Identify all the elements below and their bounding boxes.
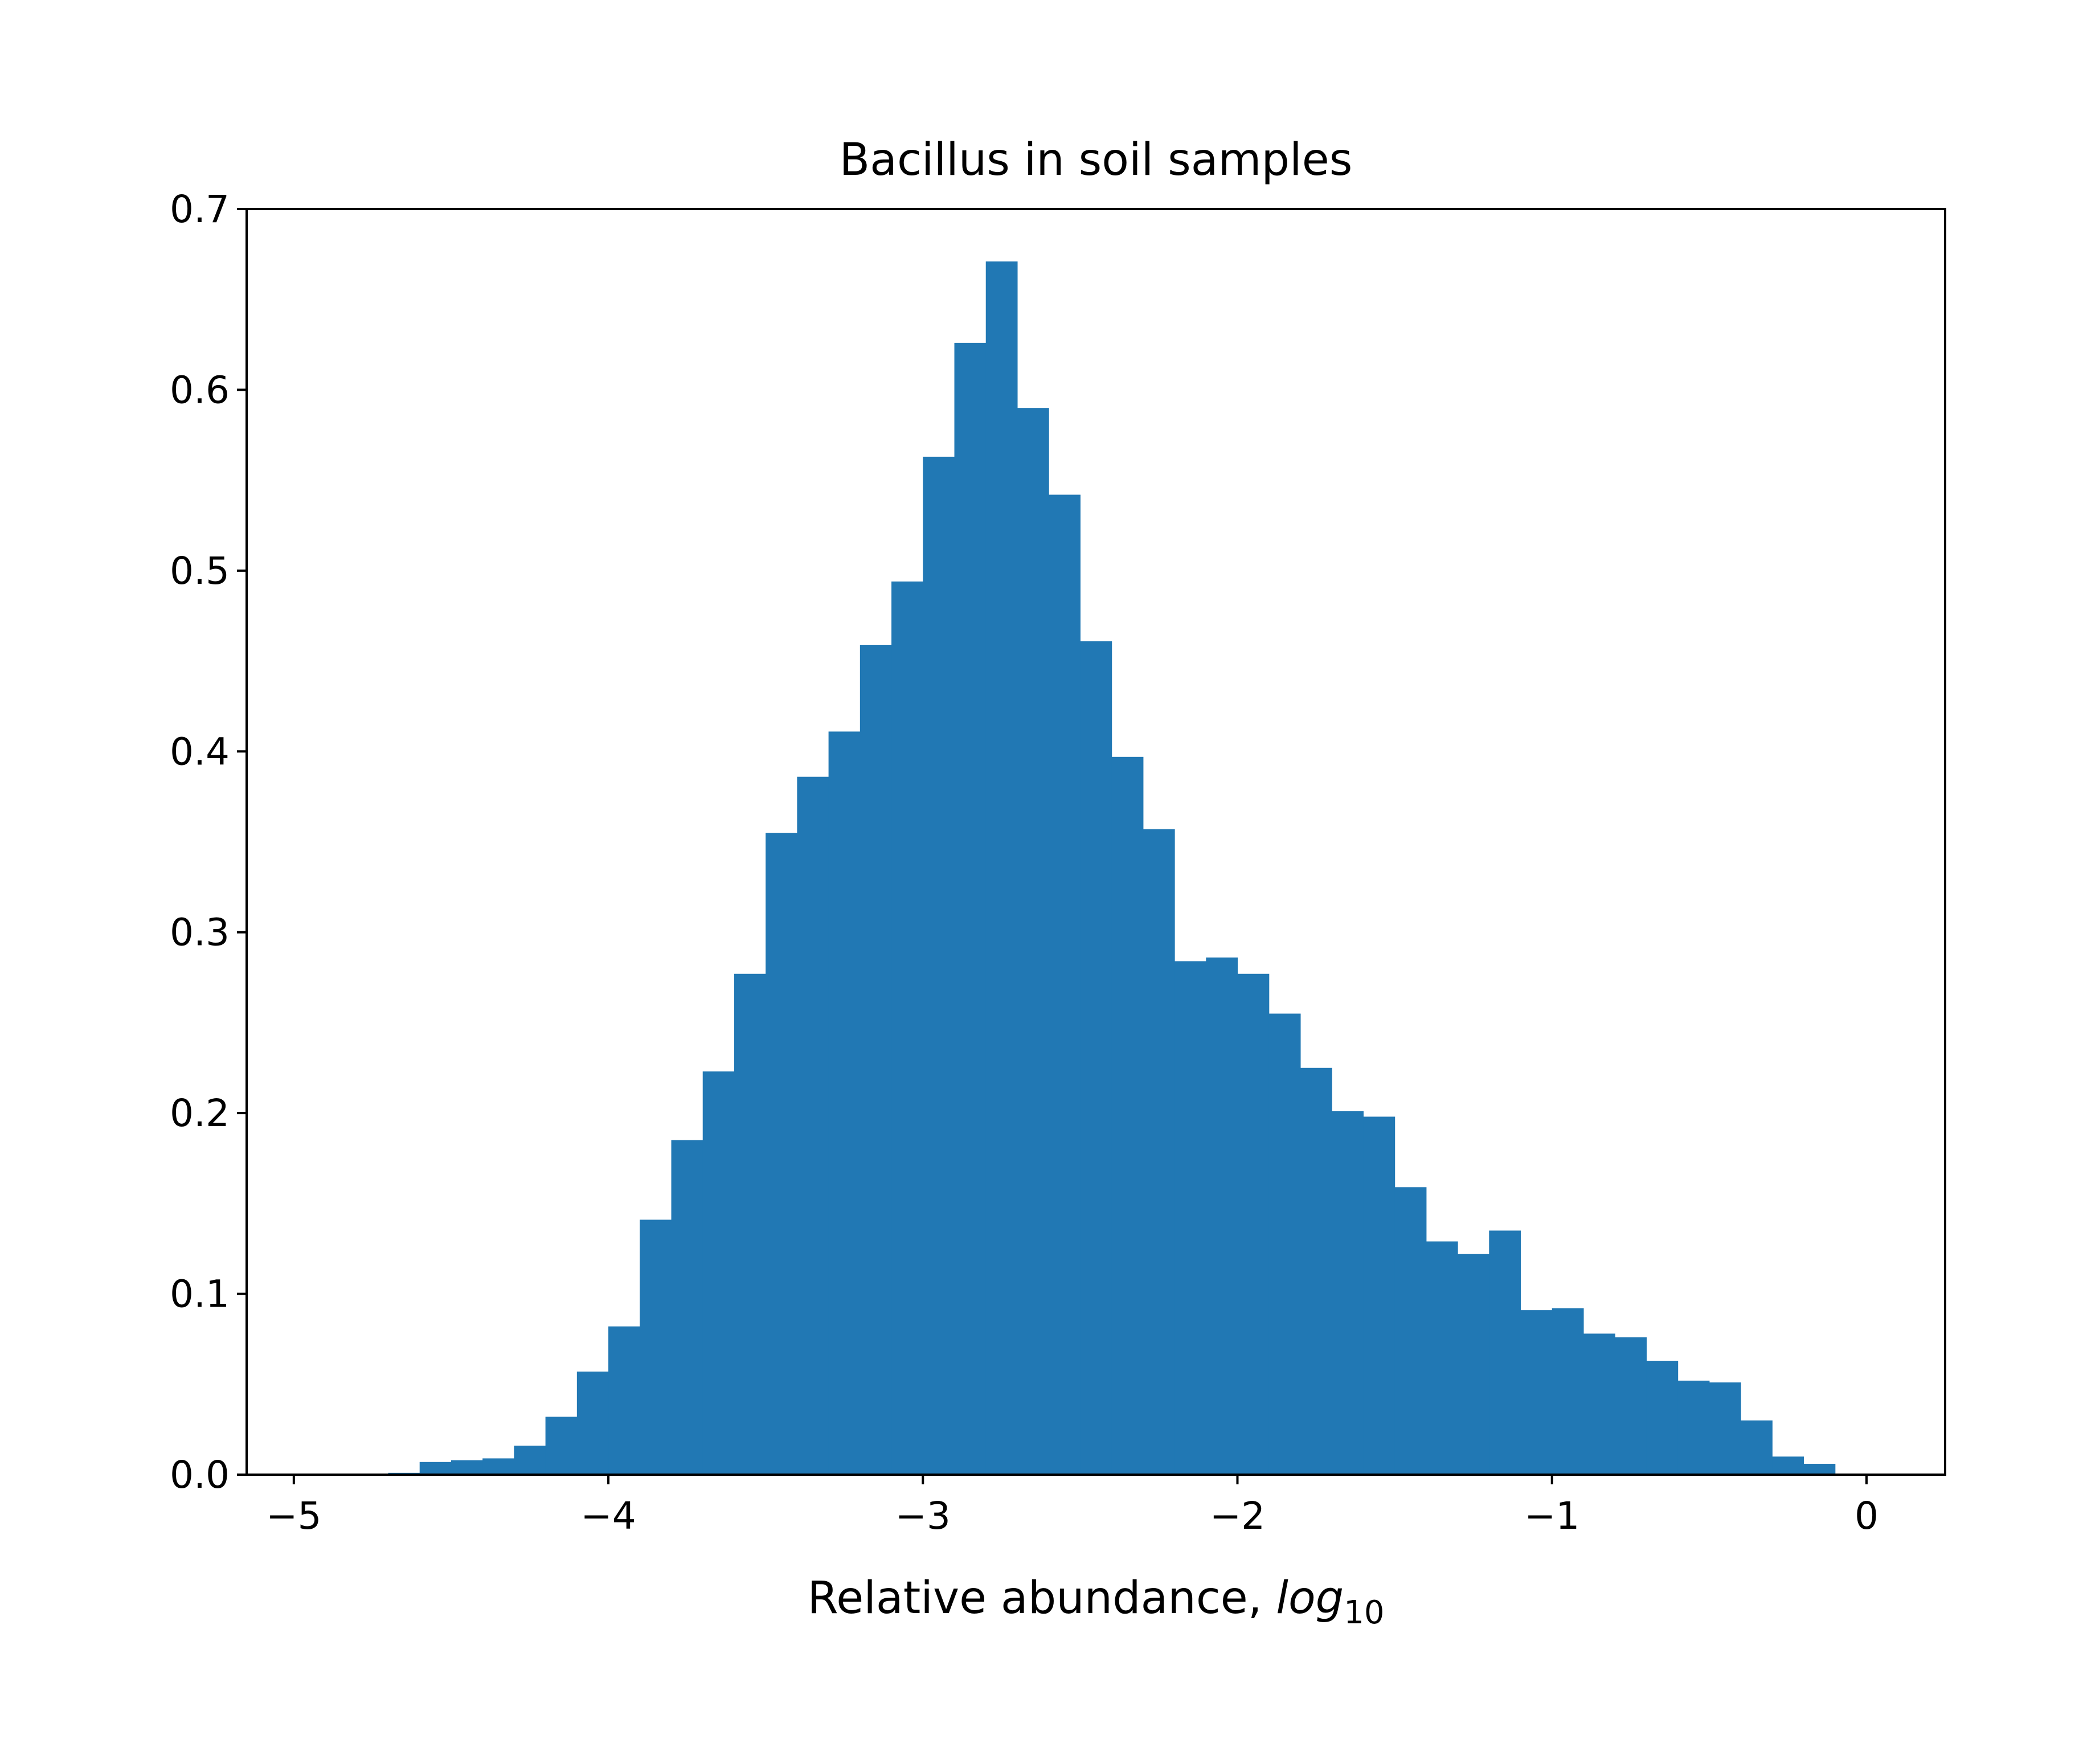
y-tick-label: 0.2 [170, 1091, 230, 1135]
x-axis-title-math-subscript: 10 [1344, 1594, 1384, 1631]
histogram-bar [1363, 1116, 1395, 1475]
histogram-bar [545, 1417, 578, 1475]
y-tick-label: 0.1 [170, 1272, 230, 1316]
x-axis-title-text: Relative abundance, [808, 1573, 1276, 1624]
histogram-bar [1458, 1254, 1489, 1475]
histogram-bar [954, 342, 987, 1475]
x-tick-label: −3 [895, 1494, 951, 1538]
histogram-bar [1426, 1241, 1458, 1475]
x-tick-label: −5 [266, 1494, 321, 1538]
x-tick-label: −2 [1210, 1494, 1265, 1538]
y-tick-label: 0.7 [170, 187, 230, 231]
y-axis-ticks: 0.0 0.1 0.2 0.3 0.4 0.5 0.6 0.7 [170, 187, 247, 1497]
histogram-bar [1300, 1067, 1332, 1475]
histogram-bar [1677, 1380, 1710, 1475]
histogram-bar [923, 456, 955, 1475]
histogram-bar [1332, 1111, 1364, 1475]
histogram-bar [702, 1071, 735, 1475]
x-tick-label: −1 [1524, 1494, 1579, 1538]
histogram-bar [1174, 961, 1206, 1475]
x-axis-title-math-base: log [1276, 1573, 1344, 1624]
histogram-bar [1646, 1361, 1679, 1475]
histogram-bar [797, 776, 829, 1475]
histogram-bars [388, 261, 1836, 1475]
histogram-bar [1552, 1308, 1584, 1475]
x-axis-title: Relative abundance, log10 [808, 1573, 1385, 1631]
histogram-bar [1268, 1013, 1301, 1475]
y-tick-label: 0.4 [170, 730, 230, 773]
histogram-bar [1615, 1337, 1647, 1475]
x-axis-ticks: −5 −4 −3 −2 −1 0 [266, 1475, 1879, 1538]
histogram-bar [828, 731, 861, 1475]
histogram-bar [1394, 1187, 1427, 1475]
histogram-bar [1049, 494, 1081, 1475]
histogram-bar [1237, 973, 1270, 1475]
histogram-bar [608, 1326, 640, 1475]
histogram-bar [1017, 408, 1049, 1475]
plot-frame [245, 208, 1946, 1476]
x-tick-label: 0 [1855, 1494, 1879, 1538]
histogram-bar [1772, 1456, 1804, 1475]
x-tick-label: −4 [580, 1494, 636, 1538]
y-tick-label: 0.0 [170, 1453, 230, 1497]
histogram-bar [1206, 957, 1238, 1475]
histogram-bar [640, 1219, 672, 1475]
histogram-bar [1583, 1333, 1615, 1475]
histogram-bar [860, 645, 892, 1475]
histogram-bar [1741, 1420, 1773, 1475]
histogram-bar [1111, 756, 1144, 1475]
histogram-bar [451, 1460, 483, 1475]
histogram-bar [985, 261, 1018, 1475]
histogram-bar [419, 1462, 452, 1475]
histogram-bar [1143, 829, 1175, 1475]
histogram-bar [1709, 1382, 1741, 1475]
chart-title: Bacillus in soil samples [840, 134, 1353, 186]
histogram-bar [671, 1140, 703, 1475]
y-tick-label: 0.6 [170, 368, 230, 412]
histogram-bar [766, 833, 797, 1475]
histogram-bar [1080, 641, 1112, 1475]
histogram-bar [1489, 1230, 1521, 1475]
histogram-bar [514, 1446, 546, 1475]
histogram-bar [891, 581, 923, 1475]
histogram-bar [1803, 1463, 1836, 1475]
y-tick-label: 0.3 [170, 911, 230, 955]
histogram-bar [576, 1372, 609, 1475]
histogram-bar [1520, 1310, 1553, 1475]
histogram-bar [482, 1458, 514, 1475]
y-tick-label: 0.5 [170, 549, 230, 593]
histogram-bar [734, 973, 766, 1475]
